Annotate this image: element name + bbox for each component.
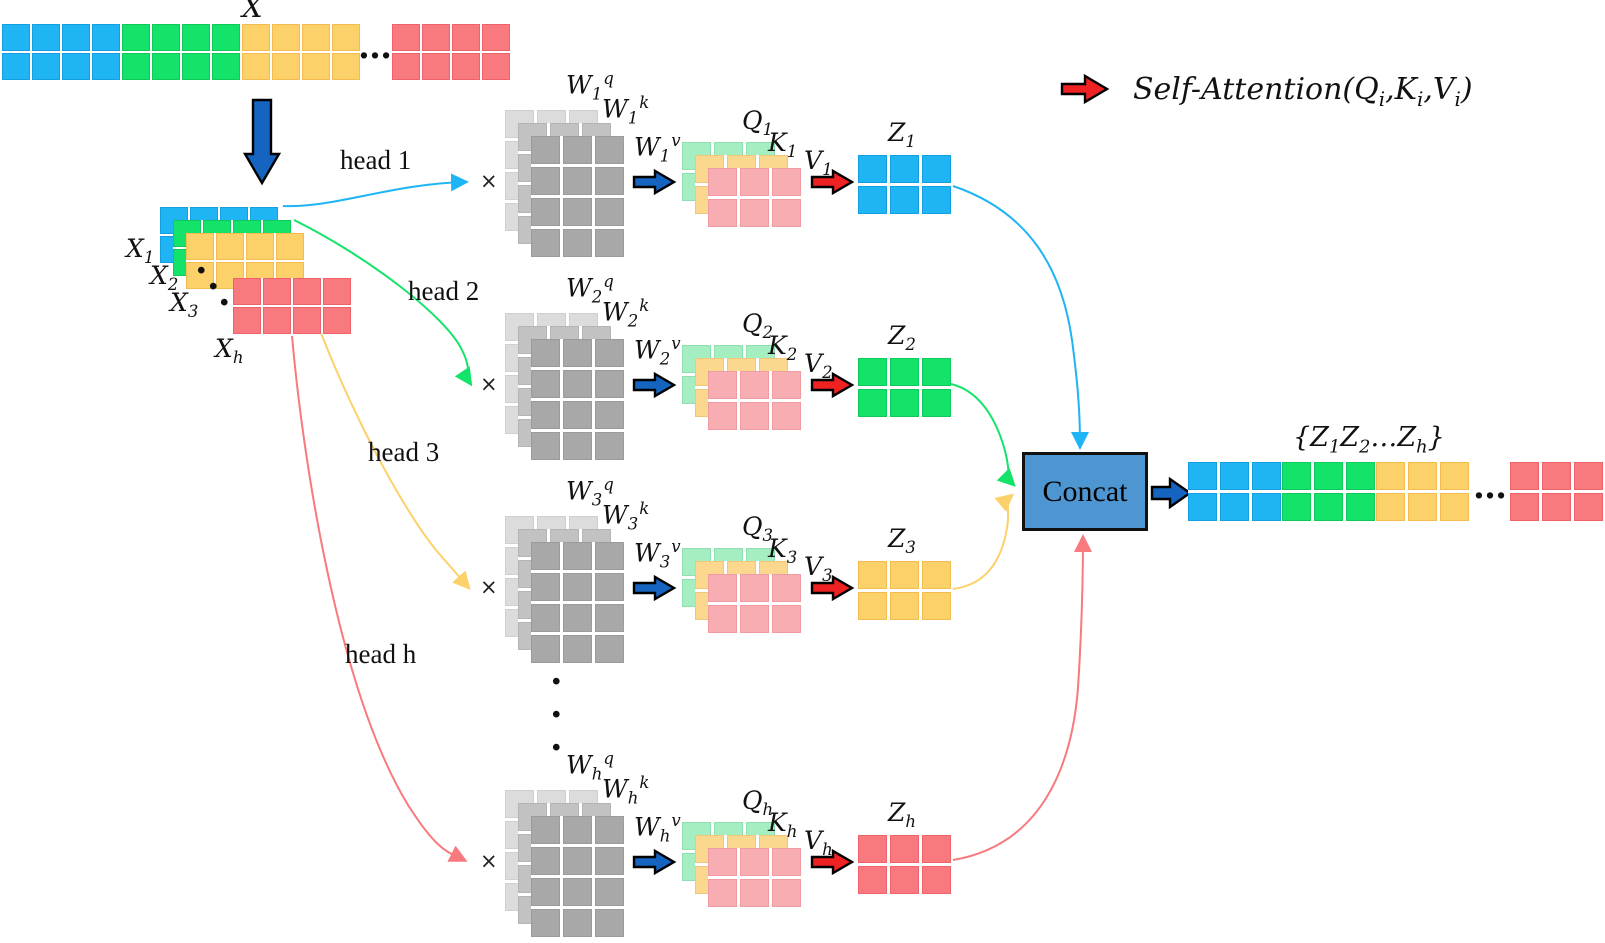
x-row-blue-block [2,24,120,80]
head2-wq-label: W2q [566,272,614,307]
output-ellipsis: … [1473,467,1509,507]
headh-wv-matrix [531,816,624,937]
head3-z-label: Z3 [888,524,916,557]
zh-concat-curve [952,534,1092,861]
head2-qkv-arrow [632,371,677,399]
x1-label: X1 [126,234,155,267]
headh-k-label: Kh [768,808,798,841]
head1-z-matrix [858,155,951,214]
head2-v-label: V2 [804,349,833,382]
head3-z-matrix [858,561,951,620]
head2-z-matrix [858,358,951,417]
head3-v-matrix [708,574,801,633]
headh-z-label: Zh [888,798,917,831]
x-row-red-block [392,24,510,80]
headh-v-matrix [708,848,801,907]
head1-wv-label: W1v [634,131,681,166]
concat-box: Concat [1022,452,1148,531]
head2-wv-label: W2v [634,334,681,369]
xh-matrix [233,278,351,334]
output-green-block [1282,462,1375,521]
head1-wk-label: W1k [602,93,650,128]
head3-v-label: V3 [804,552,833,585]
heads-ellipsis-dot: · [550,694,563,736]
headh-label: head h [345,639,417,669]
head3-wk-label: W3k [602,499,650,534]
head2-attn-arrow [810,371,855,399]
heads-ellipsis-dot: · [550,661,563,703]
head2-q-label: Q2 [742,309,773,342]
head1-v-matrix [708,168,801,227]
head1-q-label: Q1 [742,106,773,139]
output-label: {Z1Z2…Zh} [1293,422,1445,458]
head3-qkv-arrow [632,574,677,602]
head3-q-label: Q3 [742,512,773,545]
x-row-ellipsis: … [358,27,394,67]
headh-qkv-arrow [632,848,677,876]
headh-wv-label: Whv [634,811,681,846]
headh-z-matrix [858,835,951,894]
headh-multiply-icon: × [480,849,498,873]
concat-output-arrow [1150,476,1193,510]
head2-curve [293,219,473,387]
head1-qkv-arrow [632,168,677,196]
head1-z-label: Z1 [888,118,916,151]
x-row-green-block [122,24,240,80]
head3-wv-matrix [531,542,624,663]
headh-v-label: Vh [804,826,833,859]
z1-concat-curve [952,185,1089,450]
head1-curve [282,173,469,208]
input-x-label: X [242,0,263,24]
z3-concat-curve [952,493,1015,590]
headh-attn-arrow [810,848,855,876]
head1-k-label: K1 [768,128,798,161]
head2-multiply-icon: × [480,372,498,396]
head1-label: head 1 [340,145,412,175]
output-blue-block [1188,462,1281,521]
x2-label: X2 [150,261,179,294]
heads-ellipsis-dot: · [550,727,563,769]
x-split-down-arrow [242,98,282,186]
x-stack-dot: · [218,282,231,324]
head2-k-label: K2 [768,331,798,364]
head3-multiply-icon: × [480,575,498,599]
head2-v-matrix [708,371,801,430]
legend-text: Self-Attention(Qi,Ki,Vi) [1133,72,1473,111]
headh-wk-label: Whk [602,773,650,808]
legend-attention-arrow [1060,73,1110,105]
head3-wq-label: W3q [566,475,614,510]
head1-attn-arrow [810,168,855,196]
head2-wk-label: W2k [602,296,650,331]
output-yellow-block [1376,462,1469,521]
output-red-block [1510,462,1603,521]
head1-multiply-icon: × [480,169,498,193]
x-stack-dot: · [195,250,208,292]
x3-label: X3 [170,288,199,321]
headh-curve [291,335,468,862]
head3-k-label: K3 [768,534,798,567]
head2-label: head 2 [408,276,480,306]
head3-label: head 3 [368,437,440,467]
headh-q-label: Qh [742,786,774,819]
head2-wv-matrix [531,339,624,460]
head1-v-label: V1 [804,146,833,179]
head1-wv-matrix [531,136,624,257]
head3-wv-label: W3v [634,537,681,572]
head1-wq-label: W1q [566,69,614,104]
headh-wq-label: Whq [566,749,614,784]
head2-z-label: Z2 [888,321,916,354]
x-row-yellow-block [242,24,360,80]
z2-concat-curve [950,383,1016,487]
head3-attn-arrow [810,574,855,602]
xh-label: Xh [215,334,244,367]
x-stack-dot: · [207,266,220,308]
